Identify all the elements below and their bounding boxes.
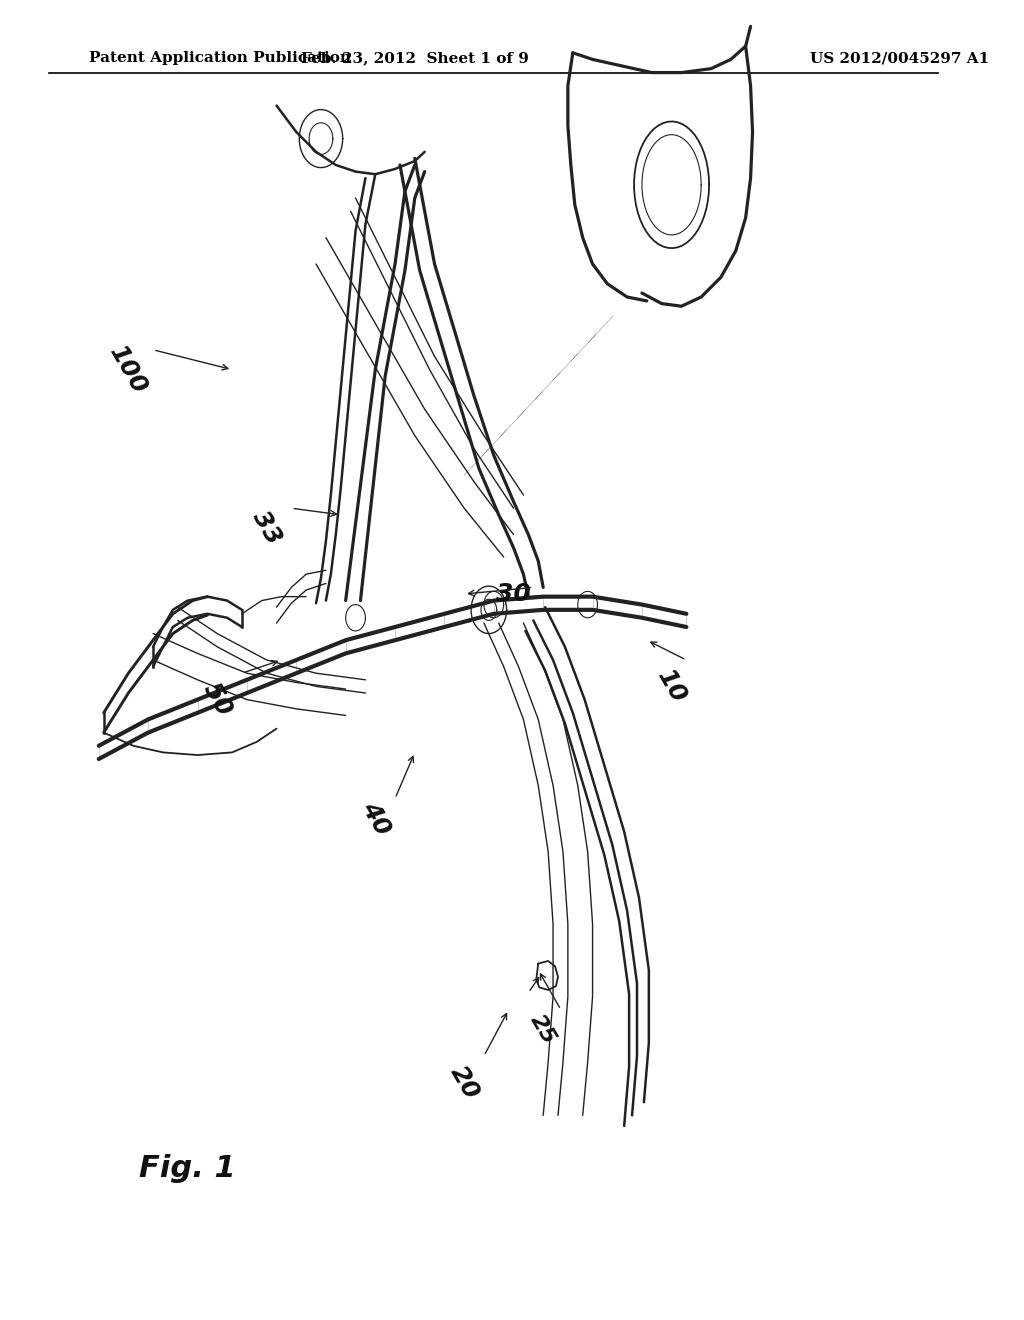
- Text: 33: 33: [248, 507, 286, 549]
- Text: 40: 40: [356, 797, 394, 840]
- Text: Fig. 1: Fig. 1: [139, 1154, 236, 1183]
- Text: 30: 30: [497, 582, 530, 606]
- Text: 100: 100: [105, 341, 152, 399]
- Text: 20: 20: [445, 1061, 483, 1104]
- Text: Feb. 23, 2012  Sheet 1 of 9: Feb. 23, 2012 Sheet 1 of 9: [301, 51, 528, 65]
- Text: 10: 10: [652, 665, 690, 708]
- Text: Patent Application Publication: Patent Application Publication: [89, 51, 351, 65]
- Text: US 2012/0045297 A1: US 2012/0045297 A1: [810, 51, 989, 65]
- Text: 50: 50: [199, 678, 237, 721]
- Text: 25: 25: [526, 1011, 559, 1048]
